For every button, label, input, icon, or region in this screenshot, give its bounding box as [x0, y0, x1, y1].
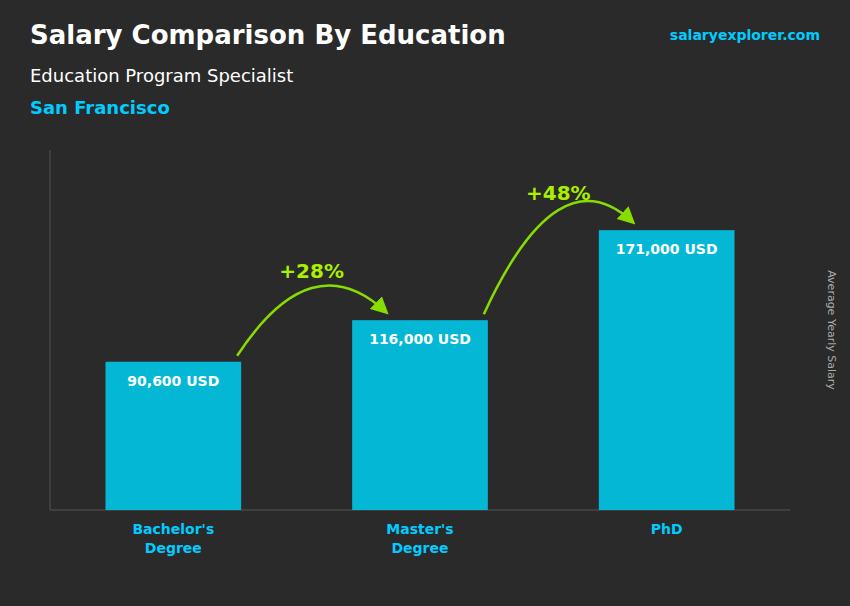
bar [352, 320, 488, 510]
annotation: +28% [279, 259, 344, 283]
data-label: 171,000 USD [616, 241, 718, 257]
data-label: 90,600 USD [127, 373, 219, 389]
y-axis-line [50, 150, 51, 510]
x-tick-label: Master'sDegree [386, 521, 453, 556]
annotation: +48% [526, 181, 591, 205]
subtitle: San Francisco [30, 97, 170, 118]
bar [599, 230, 735, 510]
bar [106, 362, 242, 510]
x-tick-label: PhD [651, 521, 683, 537]
title: Salary Comparison By Education [30, 20, 506, 50]
arrow [237, 285, 386, 355]
x-tick-label: Bachelor'sDegree [132, 521, 214, 556]
bars [106, 230, 735, 510]
arrow [484, 201, 633, 314]
y-axis-label: Average Yearly Salary [825, 270, 838, 390]
data-label: 116,000 USD [369, 331, 471, 347]
source: salaryexplorer.com [670, 27, 820, 43]
subtitle: Education Program Specialist [30, 65, 293, 86]
background [0, 0, 850, 606]
chart: Salary Comparison By Education salaryexpl… [0, 0, 850, 606]
